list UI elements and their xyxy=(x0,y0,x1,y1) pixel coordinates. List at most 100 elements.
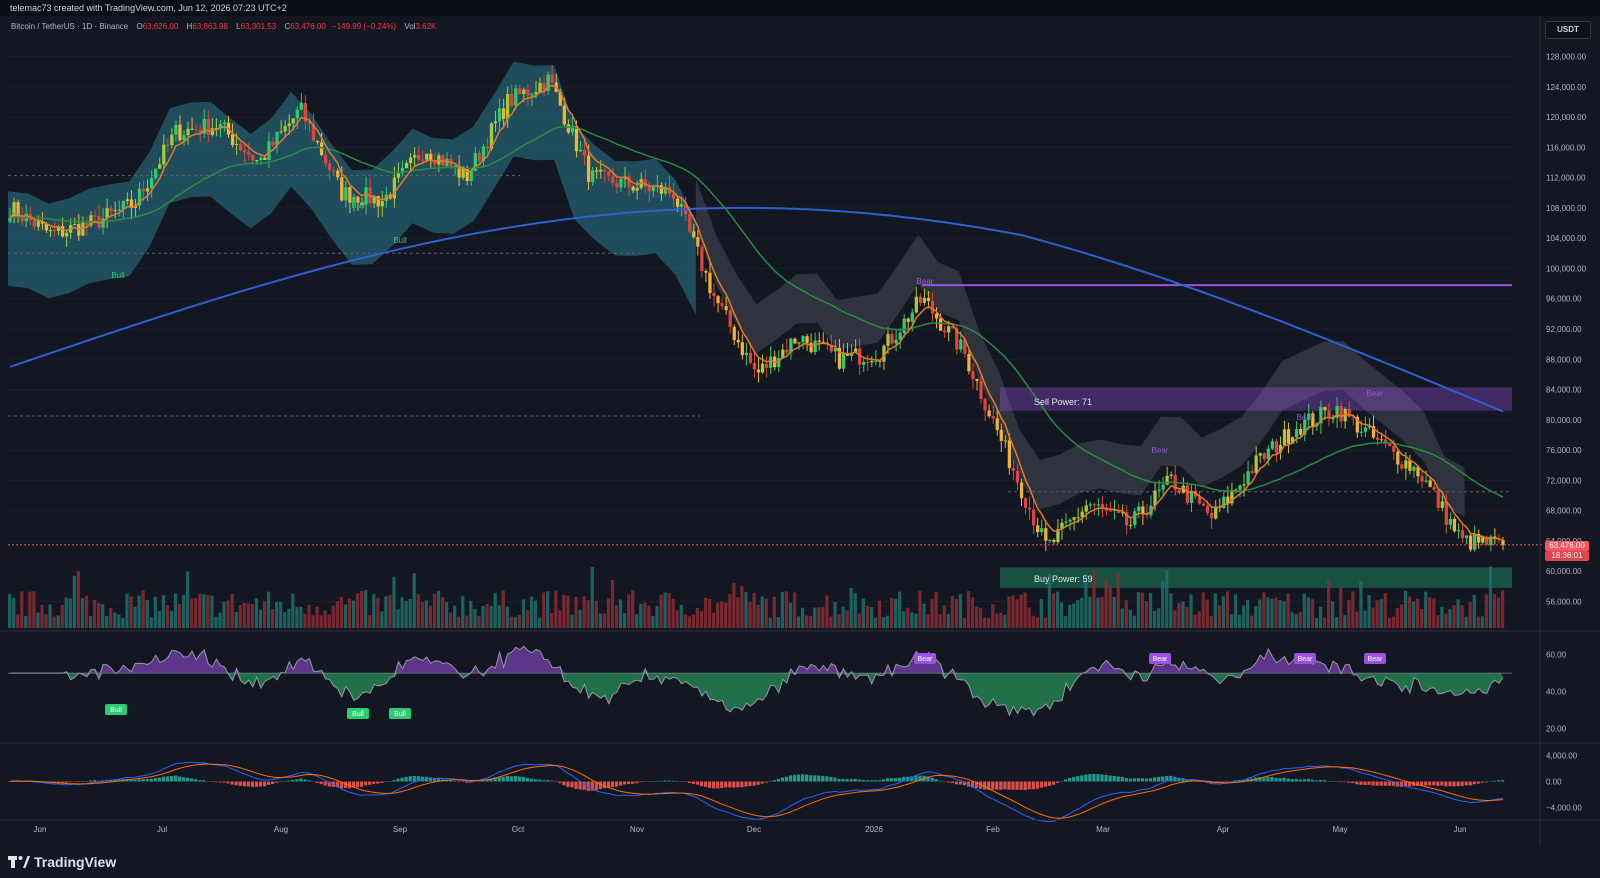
macd-histogram-bar xyxy=(946,781,950,783)
volume-bar xyxy=(667,593,671,628)
macd-histogram-bar xyxy=(1468,781,1472,786)
volume-bar xyxy=(493,592,497,628)
volume-bar xyxy=(161,595,165,628)
volume-bar xyxy=(1420,609,1424,628)
macd-histogram-bar xyxy=(1290,778,1294,782)
volume-bar xyxy=(465,615,469,628)
candle-body xyxy=(550,74,554,83)
candle-body xyxy=(740,342,744,356)
candle-body xyxy=(1096,504,1101,506)
macd-histogram-bar xyxy=(1452,781,1456,787)
volume-bar xyxy=(501,590,505,628)
macd-histogram-bar xyxy=(594,781,598,791)
chart-canvas[interactable]: Bull Bull Bull Bear Bear Bear Bear Sell Power: … xyxy=(0,16,1600,846)
volume-bar xyxy=(991,604,995,628)
candle-body xyxy=(1230,490,1234,504)
volume-bar xyxy=(1403,591,1408,628)
price-axis-label: 60,000.00 xyxy=(1546,567,1582,576)
macd-histogram-bar xyxy=(1488,781,1493,782)
volume-bar xyxy=(44,614,48,628)
volume-bar xyxy=(153,596,157,628)
footer-bar xyxy=(0,846,1600,878)
volume-bar xyxy=(618,599,623,628)
candle-body xyxy=(845,353,850,356)
price-axis-label: 120,000.00 xyxy=(1546,113,1587,122)
candle-body xyxy=(651,186,655,192)
macd-histogram-bar xyxy=(420,776,424,782)
volume-bar xyxy=(1464,616,1468,628)
tradingview-logo[interactable]: TradingView xyxy=(8,852,116,872)
candle-body xyxy=(1412,466,1416,471)
time-axis-label: Feb xyxy=(986,825,1000,834)
volume-bar xyxy=(1266,597,1270,628)
macd-histogram-bar xyxy=(529,778,534,782)
candle-body xyxy=(659,185,664,194)
macd-histogram-bar xyxy=(517,776,522,782)
macd-histogram-bar xyxy=(881,779,886,782)
candle-body xyxy=(736,339,740,343)
volume-bar xyxy=(133,606,137,628)
macd-histogram-bar xyxy=(590,781,594,791)
macd-histogram-bar xyxy=(716,781,720,789)
candle-body xyxy=(728,310,732,327)
open-label: O xyxy=(136,22,143,31)
macd-histogram-bar xyxy=(351,781,356,788)
macd-histogram-bar xyxy=(1055,781,1060,783)
volume-bar xyxy=(388,595,392,628)
candle-body xyxy=(1129,524,1133,526)
volume-bar xyxy=(525,610,530,628)
macd-histogram-bar xyxy=(473,781,477,782)
volume-bar xyxy=(817,607,821,628)
macd-histogram-bar xyxy=(1047,781,1052,786)
candle-body xyxy=(299,102,303,110)
candle-body xyxy=(170,134,174,146)
volume-bar xyxy=(307,604,311,628)
macd-histogram-bar xyxy=(238,781,242,786)
candle-body xyxy=(404,163,409,169)
volume-bar xyxy=(970,597,975,628)
macd-histogram-bar xyxy=(736,781,740,788)
volume-bar xyxy=(489,605,493,628)
macd-histogram-bar xyxy=(1112,775,1116,782)
macd-histogram-bar xyxy=(319,781,323,785)
rsi-axis-label: 20.00 xyxy=(1546,725,1567,734)
macd-histogram-bar xyxy=(1278,778,1282,782)
volume-bar xyxy=(137,595,141,628)
macd-histogram-bar xyxy=(20,781,24,782)
price-axis-label: 92,000.00 xyxy=(1546,325,1582,334)
volume-bar xyxy=(780,592,785,628)
macd-histogram-bar xyxy=(173,775,178,782)
rsi-oversold-fill xyxy=(8,673,1503,716)
macd-histogram-bar xyxy=(72,781,76,782)
macd-histogram-bar xyxy=(60,781,64,783)
time-axis-label: Apr xyxy=(1217,825,1230,834)
macd-histogram-bar xyxy=(821,775,825,782)
macd-histogram-bar xyxy=(129,779,133,782)
macd-histogram-bar xyxy=(857,779,861,782)
volume-bar xyxy=(1088,596,1092,628)
volume-bar xyxy=(347,598,352,628)
candle-body xyxy=(433,160,437,165)
currency-button[interactable]: USDT xyxy=(1545,21,1591,39)
volume-bar xyxy=(627,594,631,628)
volume-bar xyxy=(1063,616,1068,628)
macd-histogram-bar xyxy=(1339,781,1343,783)
volume-bar xyxy=(675,610,679,628)
volume-bar xyxy=(1488,566,1493,628)
candle-body xyxy=(1481,536,1485,543)
volume-bar xyxy=(845,610,849,628)
macd-histogram-bar xyxy=(639,781,643,783)
candle-body xyxy=(1185,485,1190,503)
macd-histogram-bar xyxy=(1391,781,1395,786)
volume-bar xyxy=(542,592,546,628)
candle-body xyxy=(582,149,587,156)
volume-bar xyxy=(1084,574,1088,628)
volume-bar xyxy=(1339,587,1343,628)
macd-histogram-bar xyxy=(1331,781,1335,782)
volume-bar xyxy=(181,595,186,628)
candle-body xyxy=(1371,426,1376,438)
macd-axis-label: 4,000.00 xyxy=(1546,752,1578,761)
macd-histogram-bar xyxy=(177,776,182,782)
macd-histogram-bar xyxy=(1363,781,1367,785)
candle-body xyxy=(481,146,486,162)
